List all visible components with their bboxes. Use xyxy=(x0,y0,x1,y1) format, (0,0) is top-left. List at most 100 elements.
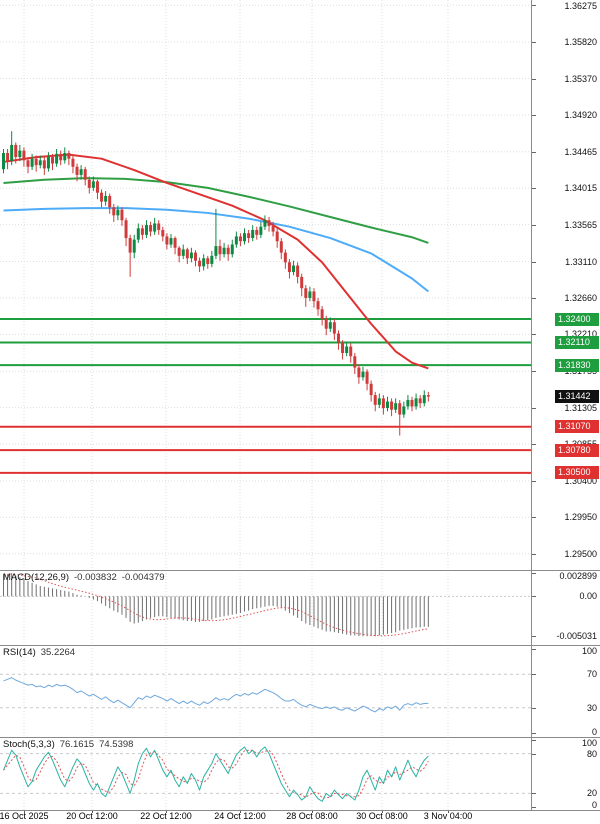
resistance-lines xyxy=(0,318,531,367)
rsi-title: RSI(14) xyxy=(3,647,36,658)
axis-tick-mark xyxy=(532,444,536,445)
macd-scale[interactable]: 0.002899 0.00 -0.005031 xyxy=(532,570,600,645)
time-axis-label: 24 Oct 12:00 xyxy=(214,811,266,821)
axis-tick-label: 1.35370 xyxy=(564,73,597,84)
macd-signal-line xyxy=(3,573,429,637)
axis-tick-mark xyxy=(532,225,536,226)
panel-separator xyxy=(0,645,600,646)
stoch-levels xyxy=(0,753,531,794)
stoch-k-line xyxy=(3,746,429,802)
axis-tick-label: 0.00 xyxy=(579,591,597,602)
time-axis-label: 3 Nov 04:00 xyxy=(423,811,473,821)
horizontal-gridlines xyxy=(0,4,531,555)
axis-tick-mark xyxy=(532,188,536,189)
current-price-label: 1.31442 xyxy=(555,390,599,404)
vertical-gridlines xyxy=(23,737,449,810)
time-axis-tick xyxy=(24,810,25,813)
ma-medium-blue-line xyxy=(3,207,429,293)
axis-tick-mark xyxy=(532,371,536,372)
axis-tick-label: 1.34465 xyxy=(564,146,597,157)
axis-tick-label: -0.005031 xyxy=(556,631,597,642)
stoch-value-k: 76.1615 xyxy=(59,739,95,750)
rsi-value: 35.2264 xyxy=(40,647,76,658)
support-price-label: 1.30780 xyxy=(555,443,599,457)
axis-tick-mark xyxy=(532,573,536,574)
axis-tick-label: 1.33110 xyxy=(565,256,597,267)
axis-tick-mark xyxy=(532,554,536,555)
axis-tick-label: 100 xyxy=(581,646,597,656)
axis-tick-mark xyxy=(532,754,536,755)
time-axis-tick xyxy=(382,810,383,813)
axis-tick-mark xyxy=(532,708,536,709)
support-lines xyxy=(0,425,531,474)
rsi-canvas[interactable] xyxy=(0,645,531,737)
axis-tick-mark xyxy=(532,42,536,43)
price-chart-canvas[interactable] xyxy=(0,0,531,570)
macd-value-signal: -0.004379 xyxy=(121,572,165,583)
axis-tick-mark xyxy=(532,334,536,335)
stoch-title: Stoch(5,3,3) xyxy=(3,739,55,750)
axis-tick-mark xyxy=(532,740,536,741)
axis-tick-label: 1.32660 xyxy=(564,292,597,303)
axis-tick-label: 1.29500 xyxy=(564,548,597,559)
time-axis-tick xyxy=(448,810,449,813)
time-axis-tick xyxy=(312,810,313,813)
axis-tick-label: 0.002899 xyxy=(559,571,597,581)
scale-separator xyxy=(531,0,532,810)
axis-tick-label: 1.36275 xyxy=(564,1,597,11)
time-axis-tick xyxy=(240,810,241,813)
stoch-canvas[interactable] xyxy=(0,737,531,810)
stoch-indicator-label: Stoch(5,3,3) 76.1615 74.5398 xyxy=(3,739,133,750)
axis-tick-label: 70 xyxy=(586,669,597,680)
macd-histogram xyxy=(3,573,429,637)
time-axis-label: 28 Oct 08:00 xyxy=(286,811,338,821)
support-price-label: 1.30500 xyxy=(555,466,599,480)
axis-tick-mark xyxy=(532,298,536,299)
axis-tick-mark xyxy=(532,262,536,263)
axis-tick-mark xyxy=(532,517,536,518)
axis-tick-label: 1.32210 xyxy=(564,329,597,340)
panel-separator xyxy=(0,570,600,571)
time-axis-label: 16 Oct 2025 xyxy=(0,811,49,821)
stoch-scale[interactable]: 100 80 20 0 xyxy=(532,737,600,810)
resistance-price-label: 1.32400 xyxy=(555,312,599,326)
axis-tick-label: 1.34920 xyxy=(564,109,597,120)
price-scale[interactable]: 1.36275 1.35820 1.35370 1.34920 1.34465 1.340… xyxy=(532,0,600,570)
axis-tick-mark xyxy=(532,636,536,637)
axis-tick-label: 1.33565 xyxy=(564,219,597,230)
axis-tick-label: 1.35820 xyxy=(564,37,597,48)
axis-tick-mark xyxy=(532,408,536,409)
time-axis-label: 30 Oct 08:00 xyxy=(356,811,408,821)
time-axis-tick xyxy=(92,810,93,813)
axis-tick-label: 1.31305 xyxy=(564,402,597,413)
rsi-levels xyxy=(0,673,531,709)
time-axis-label: 20 Oct 12:00 xyxy=(66,811,118,821)
macd-title: MACD(12,26,9) xyxy=(3,572,69,583)
candles xyxy=(2,131,430,436)
axis-tick-mark xyxy=(532,481,536,482)
time-axis-tick xyxy=(166,810,167,813)
rsi-indicator-label: RSI(14) 35.2264 xyxy=(3,647,75,658)
macd-canvas[interactable] xyxy=(0,570,531,645)
axis-tick-label: 30 xyxy=(586,702,597,713)
axis-tick-label: 1.30400 xyxy=(564,475,597,486)
rsi-line xyxy=(3,677,429,713)
stoch-value-d: 74.5398 xyxy=(99,739,134,750)
panel-separator xyxy=(0,737,600,738)
ma-fast-red-line xyxy=(3,153,429,370)
axis-tick-label: 1.29950 xyxy=(564,512,597,523)
axis-tick-mark xyxy=(532,649,536,650)
axis-tick-mark xyxy=(532,152,536,153)
vertical-gridlines xyxy=(23,0,449,570)
resistance-price-label: 1.32110 xyxy=(555,335,599,349)
axis-tick-label: 1.34015 xyxy=(564,183,597,194)
axis-tick-label: 0 xyxy=(591,800,597,810)
axis-tick-label: 80 xyxy=(586,748,597,759)
stoch-d-line xyxy=(3,749,429,799)
time-axis[interactable]: 16 Oct 2025 20 Oct 12:00 22 Oct 12:00 24 Oc… xyxy=(0,810,600,824)
macd-indicator-label: MACD(12,26,9) -0.003832 -0.004379 xyxy=(3,572,165,583)
axis-tick-label: 0 xyxy=(591,727,597,737)
ma-slow-green-line xyxy=(3,177,429,244)
rsi-scale[interactable]: 100 70 30 0 xyxy=(532,645,600,737)
